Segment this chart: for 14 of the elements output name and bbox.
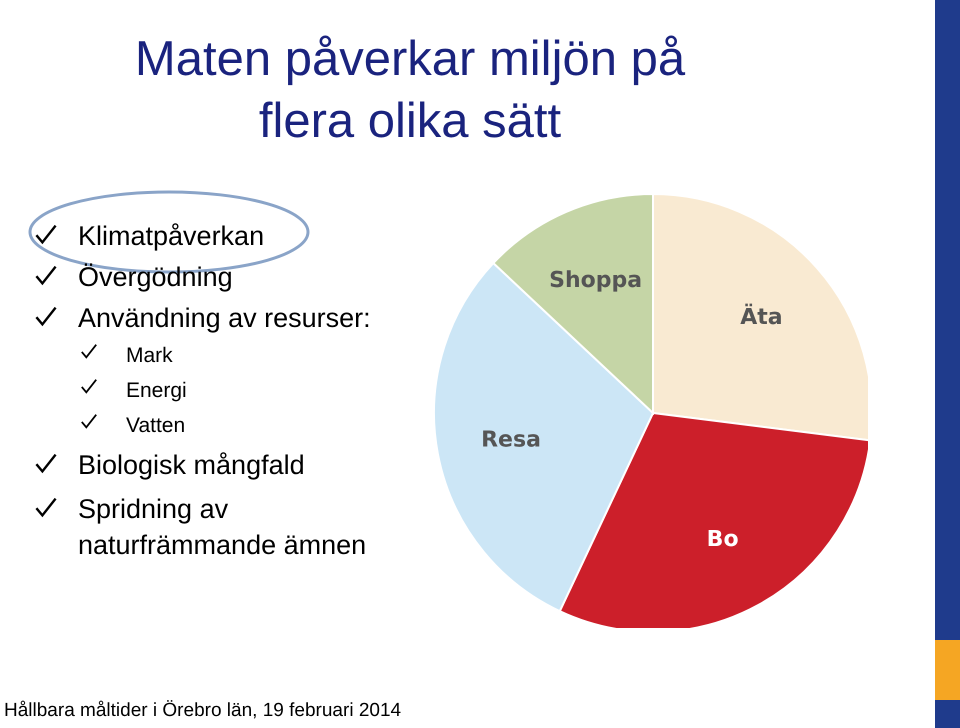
text: Energi — [126, 379, 187, 402]
slice-label: Bo — [706, 527, 739, 552]
text: Hållbara måltider i Örebro län, 19 februari 2014 — [4, 700, 402, 722]
text: Biologisk mångfald — [78, 450, 305, 480]
text: Mark — [126, 344, 173, 367]
text: Övergödning — [78, 262, 233, 292]
chart-title: Maten påverkar miljön på flera olika sätt — [134, 31, 686, 150]
text: Klimatpåverkan — [78, 221, 264, 251]
text: Spridning av naturfrämmande ämnen — [78, 494, 366, 560]
slice-label: Äta — [740, 302, 783, 330]
slice-label: Resa — [481, 428, 541, 453]
text: Vatten — [126, 414, 186, 437]
slice-label: Shoppa — [549, 268, 642, 293]
text: Användning av resurser: — [78, 303, 371, 333]
